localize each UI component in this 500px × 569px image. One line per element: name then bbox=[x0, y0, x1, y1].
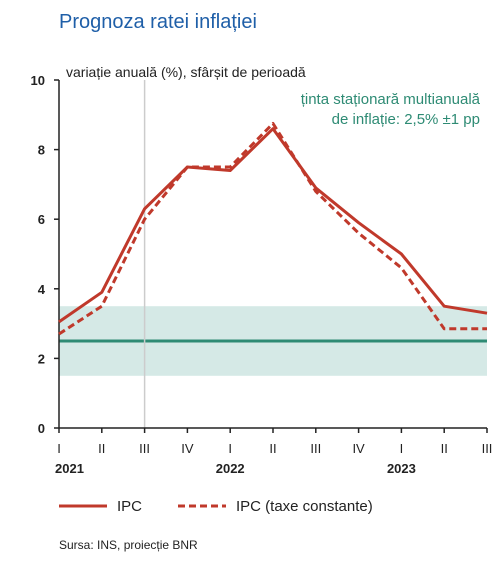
x-tick-label: I bbox=[400, 441, 404, 456]
series-line-ipc-taxe-constante bbox=[58, 122, 487, 336]
legend-label-ipc-taxe-constante: IPC (taxe constante) bbox=[236, 498, 373, 515]
x-tick-label: IV bbox=[352, 441, 365, 456]
x-tick-label: I bbox=[57, 441, 61, 456]
legend-label-ipc: IPC bbox=[117, 498, 142, 515]
x-tick-label: II bbox=[441, 441, 448, 456]
x-tick-label: III bbox=[139, 441, 150, 456]
x-tick-label: II bbox=[269, 441, 276, 456]
series-line-ipc bbox=[58, 127, 488, 324]
year-label: 2022 bbox=[216, 461, 245, 476]
target-annotation-line1: ținta staționară multianuală bbox=[301, 91, 481, 108]
x-tick-label: II bbox=[98, 441, 105, 456]
x-tick-label: III bbox=[482, 441, 493, 456]
year-label: 2023 bbox=[387, 461, 416, 476]
y-tick-label: 6 bbox=[38, 212, 45, 227]
y-tick-label: 8 bbox=[38, 143, 45, 158]
source-note: Sursa: INS, proiecție BNR bbox=[59, 538, 198, 552]
x-tick-label: I bbox=[228, 441, 232, 456]
x-tick-label: III bbox=[310, 441, 321, 456]
legend: IPC IPC (taxe constante) bbox=[59, 498, 373, 515]
chart-title: Prognoza ratei inflației bbox=[59, 11, 257, 33]
y-tick-label: 2 bbox=[38, 351, 45, 366]
y-axis-label: variație anuală (%), sfârșit de perioadă bbox=[66, 64, 306, 80]
x-tick-label: IV bbox=[181, 441, 194, 456]
y-tick-label: 10 bbox=[31, 73, 45, 88]
year-label: 2021 bbox=[55, 461, 84, 476]
y-tick-label: 4 bbox=[38, 282, 46, 297]
target-annotation-line2: de inflație: 2,5% ±1 pp bbox=[332, 111, 480, 128]
y-tick-label: 0 bbox=[38, 421, 45, 436]
